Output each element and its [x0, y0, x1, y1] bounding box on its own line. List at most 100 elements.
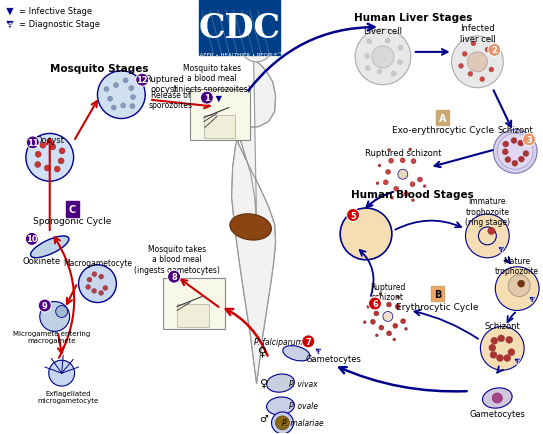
Circle shape — [39, 299, 51, 312]
Circle shape — [346, 209, 359, 222]
Circle shape — [369, 297, 381, 310]
Circle shape — [396, 296, 400, 299]
Circle shape — [130, 104, 135, 109]
Circle shape — [508, 349, 515, 356]
Text: d: d — [516, 358, 519, 363]
Circle shape — [398, 170, 408, 180]
Circle shape — [387, 302, 392, 307]
Text: Human Liver Stages: Human Liver Stages — [353, 13, 472, 23]
Text: 7: 7 — [306, 337, 311, 346]
Circle shape — [393, 338, 396, 341]
FancyBboxPatch shape — [163, 278, 225, 330]
Circle shape — [412, 199, 414, 202]
Circle shape — [370, 319, 375, 325]
Circle shape — [418, 178, 422, 183]
Text: Ruptured schizont: Ruptured schizont — [365, 148, 441, 158]
Text: d: d — [531, 296, 534, 301]
Text: Ookinete: Ookinete — [23, 256, 61, 266]
Circle shape — [130, 95, 136, 100]
Text: Ruptured
schizont: Ruptured schizont — [370, 282, 406, 302]
Circle shape — [26, 233, 39, 246]
Circle shape — [168, 270, 180, 283]
Circle shape — [489, 345, 496, 352]
Circle shape — [386, 170, 390, 175]
Circle shape — [374, 311, 379, 316]
Circle shape — [200, 92, 213, 105]
Circle shape — [40, 143, 46, 149]
Polygon shape — [6, 9, 14, 17]
FancyBboxPatch shape — [199, 1, 281, 56]
Text: 8: 8 — [171, 273, 177, 282]
Circle shape — [355, 30, 411, 85]
Circle shape — [50, 145, 56, 151]
Circle shape — [45, 166, 50, 171]
FancyBboxPatch shape — [176, 304, 210, 327]
Text: Mosquito takes
a blood meal
(ingests gametocytes): Mosquito takes a blood meal (ingests gam… — [134, 244, 220, 274]
Text: A: A — [439, 113, 446, 123]
Circle shape — [99, 291, 104, 296]
Circle shape — [103, 286, 108, 291]
Circle shape — [87, 278, 92, 283]
Circle shape — [388, 149, 390, 152]
Circle shape — [86, 285, 91, 290]
Circle shape — [54, 167, 60, 173]
Text: Immature
trophozoite
(ring stage): Immature trophozoite (ring stage) — [465, 197, 510, 227]
Circle shape — [465, 214, 509, 258]
Text: Schizont: Schizont — [497, 126, 533, 135]
Text: Human Blood Stages: Human Blood Stages — [351, 190, 474, 200]
Circle shape — [40, 302, 70, 332]
Text: 3: 3 — [526, 135, 532, 145]
Circle shape — [79, 265, 116, 303]
Text: 2: 2 — [491, 46, 497, 55]
Text: C: C — [69, 204, 76, 214]
Text: Ruptured
oocyst: Ruptured oocyst — [144, 75, 184, 94]
Text: 12: 12 — [136, 76, 148, 85]
Polygon shape — [315, 349, 322, 355]
Circle shape — [387, 331, 392, 336]
Ellipse shape — [30, 237, 69, 258]
Circle shape — [383, 312, 393, 322]
Circle shape — [493, 393, 502, 403]
Circle shape — [377, 302, 382, 307]
Circle shape — [409, 148, 412, 151]
Circle shape — [367, 39, 372, 44]
Circle shape — [383, 181, 388, 185]
Circle shape — [400, 158, 405, 164]
Polygon shape — [529, 297, 535, 304]
Circle shape — [410, 182, 415, 187]
Text: Mosquito takes
a blood meal
(injects sporozoites): Mosquito takes a blood meal (injects spo… — [173, 64, 251, 93]
Text: Gametocytes: Gametocytes — [469, 410, 525, 418]
Text: SAFER • HEALTHIER • PEOPLE™: SAFER • HEALTHIER • PEOPLE™ — [196, 53, 283, 58]
Text: P. ovale: P. ovale — [289, 401, 318, 411]
Polygon shape — [514, 358, 521, 365]
Circle shape — [495, 267, 539, 311]
Circle shape — [502, 149, 508, 155]
Circle shape — [340, 209, 392, 260]
Circle shape — [123, 79, 128, 84]
Text: Erythrocytic Cycle: Erythrocytic Cycle — [396, 302, 479, 311]
Text: d: d — [317, 348, 320, 353]
Text: = Infective Stage: = Infective Stage — [19, 7, 92, 16]
Text: Infected
liver cell: Infected liver cell — [459, 24, 495, 43]
Circle shape — [363, 321, 366, 324]
Circle shape — [395, 304, 400, 309]
Text: P. malariae: P. malariae — [282, 418, 324, 427]
Circle shape — [505, 157, 511, 163]
Circle shape — [452, 37, 503, 89]
Text: d: d — [500, 247, 503, 252]
Circle shape — [375, 334, 378, 337]
Circle shape — [272, 412, 293, 434]
Circle shape — [423, 185, 426, 188]
Circle shape — [35, 152, 41, 158]
Text: Macrogametocyte: Macrogametocyte — [63, 259, 132, 268]
Circle shape — [393, 324, 398, 329]
Text: Schizont: Schizont — [484, 321, 520, 330]
Circle shape — [136, 74, 149, 87]
Circle shape — [92, 289, 97, 294]
Circle shape — [56, 306, 68, 318]
Text: 5: 5 — [350, 211, 356, 220]
Circle shape — [488, 228, 495, 235]
Circle shape — [275, 416, 289, 430]
Circle shape — [403, 192, 409, 197]
FancyBboxPatch shape — [190, 89, 250, 141]
